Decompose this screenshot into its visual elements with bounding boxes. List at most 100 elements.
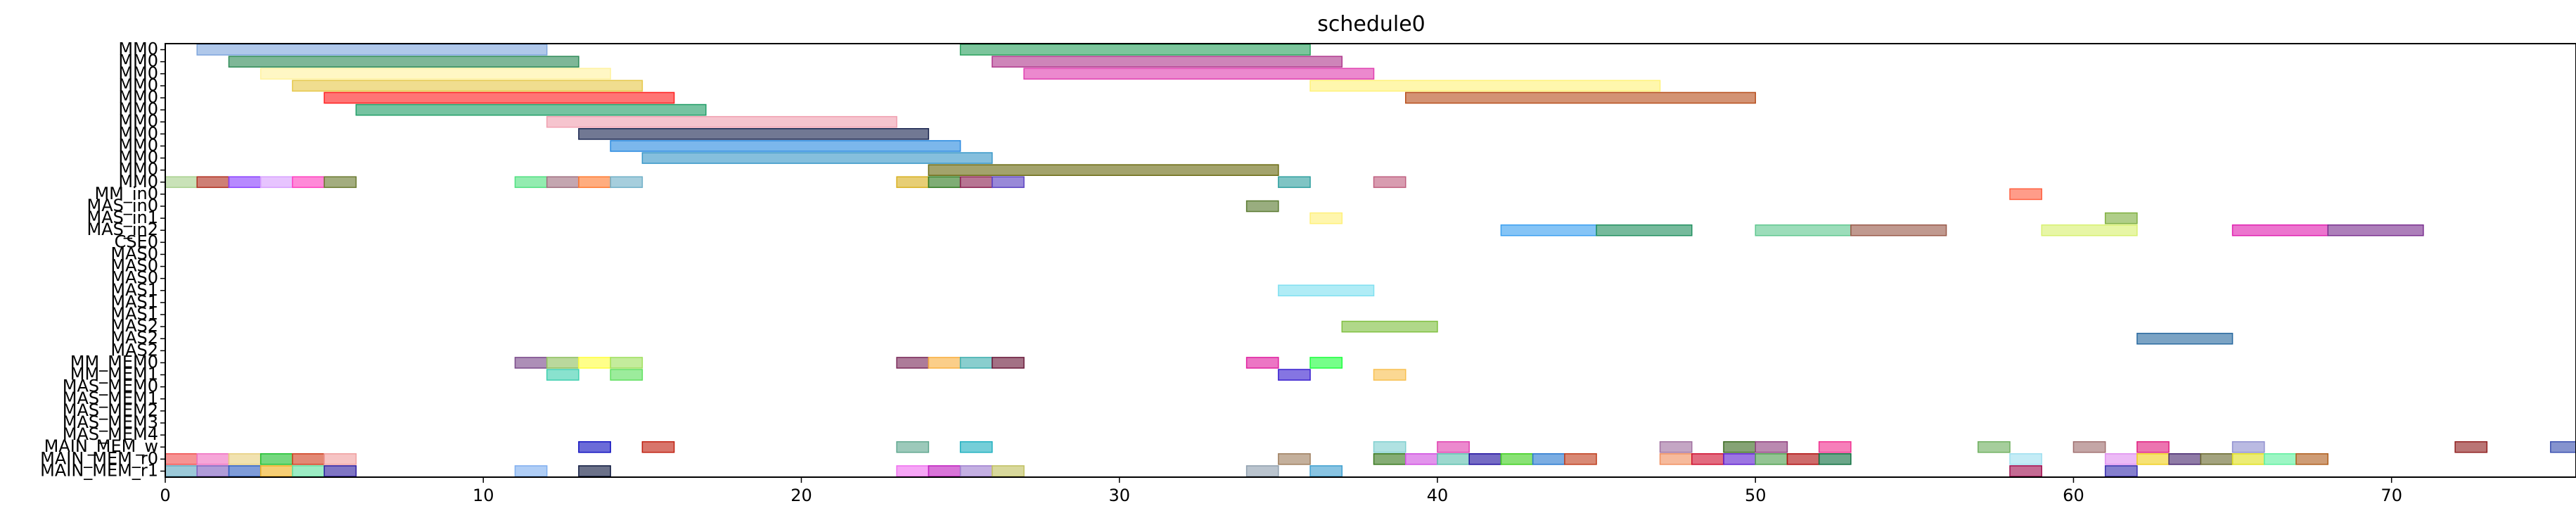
y-tick-label: MM0 (118, 51, 158, 71)
gantt-bar (2327, 224, 2424, 236)
y-tick-label: MM0 (118, 135, 158, 155)
gantt-bar (1309, 80, 1661, 92)
gantt-bar (959, 441, 993, 453)
gantt-bar (1309, 212, 1343, 224)
chart-title: schedule0 (1317, 12, 1425, 37)
gantt-bar (1245, 200, 1279, 213)
gantt-bar (992, 176, 1025, 189)
x-tick-label: 50 (1745, 486, 1767, 505)
gantt-bar (1373, 453, 1406, 465)
gantt-bar (610, 176, 643, 189)
gantt-bar (1564, 453, 1597, 465)
gantt-bar (2104, 453, 2138, 465)
y-tick-label: MM_MEM0 (70, 352, 158, 372)
gantt-bar (2200, 453, 2234, 465)
y-tick-label: MAS_MEM4 (63, 424, 158, 444)
gantt-bar (578, 465, 611, 477)
gantt-bar (165, 176, 198, 189)
gantt-bar (1309, 357, 1343, 369)
gantt-bar (610, 140, 961, 152)
gantt-bar (1755, 453, 1788, 465)
gantt-bar (2136, 332, 2234, 345)
plot-frame (165, 43, 2576, 478)
gantt-bar (959, 44, 1311, 56)
y-tick-label: MAS_MEM0 (63, 377, 158, 396)
y-tick-label: MAS_MEM1 (63, 388, 158, 408)
gantt-bar (259, 453, 293, 465)
gantt-bar (1373, 441, 1406, 453)
gantt-bar (355, 103, 707, 116)
y-tick-label: MAS2 (110, 340, 158, 360)
gantt-bar (2072, 441, 2106, 453)
y-tick-label: MM0 (118, 160, 158, 179)
gantt-bar (992, 357, 1025, 369)
gantt-bar (1023, 68, 1375, 80)
x-tick-label: 10 (473, 486, 494, 505)
gantt-bar (1978, 441, 2011, 453)
gantt-bar (1723, 441, 1756, 453)
gantt-bar (292, 80, 643, 92)
gantt-bar (2009, 453, 2042, 465)
gantt-bar (610, 357, 643, 369)
gantt-bar (292, 176, 325, 189)
x-tick-label: 40 (1427, 486, 1449, 505)
gantt-bar (514, 357, 548, 369)
x-tick-label: 60 (2063, 486, 2084, 505)
gantt-bar (1723, 453, 1756, 465)
y-tick-label: MAIN_MEM_r1 (40, 460, 158, 480)
y-tick-label: MAS0 (110, 256, 158, 276)
gantt-bar (165, 465, 198, 477)
gantt-bar (1373, 176, 1406, 189)
y-tick-label: MM0 (118, 75, 158, 95)
gantt-bar (292, 453, 325, 465)
gantt-bar (2104, 465, 2138, 477)
gantt-bar (323, 176, 357, 189)
y-tick-label: MAS0 (110, 243, 158, 263)
gantt-bar (1850, 224, 1947, 236)
y-tick-label: MM_in0 (94, 184, 158, 203)
y-tick-label: MM0 (118, 99, 158, 119)
gantt-bar (228, 465, 262, 477)
x-tick-label: 20 (790, 486, 812, 505)
gantt-bar (1786, 453, 1820, 465)
gantt-bar (578, 128, 930, 140)
x-axis-ticks: 0 10 20 30 40 50 60 70 (160, 477, 2402, 505)
bar-layer (165, 44, 2576, 477)
gantt-bar (2454, 441, 2488, 453)
gantt-bar (2231, 453, 2265, 465)
gantt-bar (896, 176, 930, 189)
y-tick-label: MM0 (118, 39, 158, 59)
gantt-bar (546, 369, 579, 381)
gantt-bar (1278, 369, 1311, 381)
gantt-bar (928, 164, 1279, 176)
y-tick-label: MAIN_MEM_w (44, 436, 158, 456)
gantt-bar (959, 465, 993, 477)
gantt-bar (323, 91, 675, 104)
gantt-bar (196, 176, 230, 189)
gantt-bar (196, 44, 548, 56)
gantt-bar (959, 176, 993, 189)
gantt-bar (1659, 453, 1693, 465)
gantt-bar (259, 68, 611, 80)
gantt-bar (641, 152, 993, 164)
gantt-bar (2009, 188, 2042, 201)
gantt-bar (610, 369, 643, 381)
gantt-bar (928, 357, 961, 369)
gantt-bar (992, 56, 1343, 68)
gantt-bar (1437, 441, 1470, 453)
gantt-bar (228, 453, 262, 465)
gantt-bar (896, 465, 930, 477)
gantt-bar (1659, 441, 1693, 453)
gantt-bar (1341, 320, 1438, 333)
gantt-bar (578, 176, 611, 189)
y-tick-label: MAS2 (110, 328, 158, 348)
y-axis-labels: MM0MM0MM0MM0MM0MM0MM0MM0MM0MM0MM0MM0MM_i… (40, 39, 165, 480)
gantt-bar (228, 56, 579, 68)
x-tick-label: 70 (2380, 486, 2402, 505)
y-tick-label: MM0 (118, 87, 158, 107)
gantt-bar (1755, 224, 1852, 236)
y-tick-label: MM0 (118, 172, 158, 191)
y-tick-label: MAS1 (110, 304, 158, 324)
gantt-bar (1437, 453, 1470, 465)
